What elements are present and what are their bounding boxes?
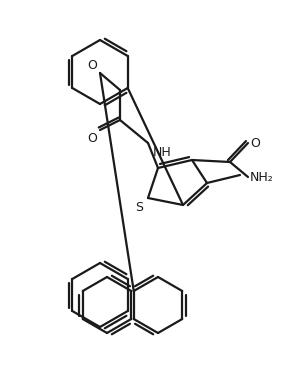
Text: O: O — [250, 137, 260, 149]
Text: S: S — [135, 201, 143, 214]
Text: NH₂: NH₂ — [250, 171, 274, 184]
Text: O: O — [87, 132, 97, 145]
Text: O: O — [87, 59, 97, 72]
Text: NH: NH — [153, 146, 172, 159]
